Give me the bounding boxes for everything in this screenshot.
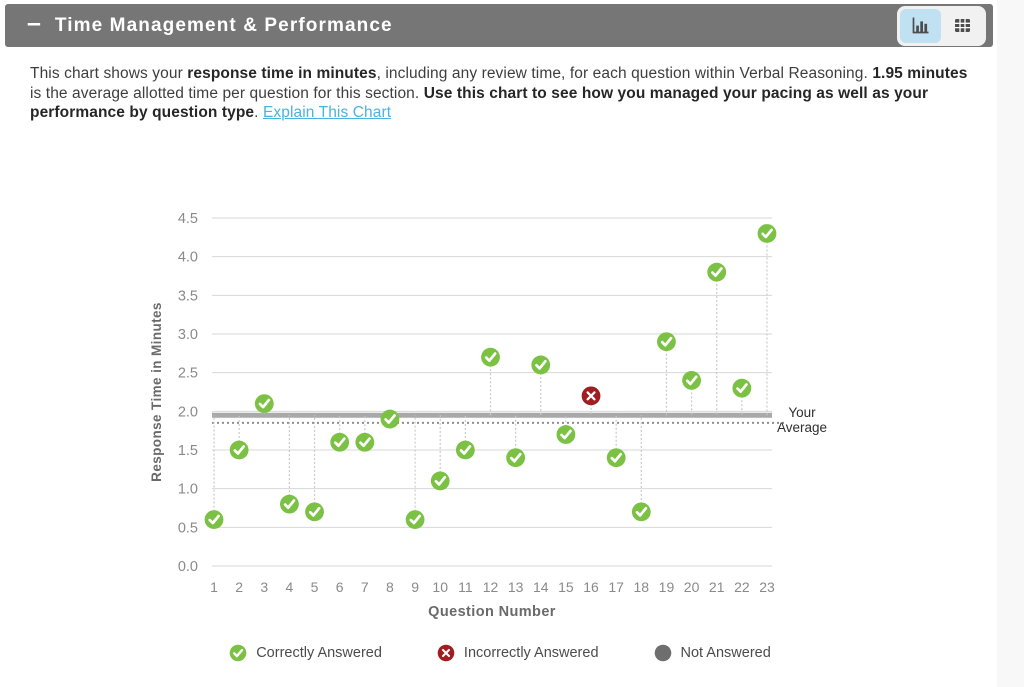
chart-description: This chart shows your response time in m… (30, 64, 980, 123)
x-tick-label: 16 (583, 579, 599, 595)
x-tick-label: 17 (608, 579, 624, 595)
your-average-label: Your Average (777, 405, 827, 435)
x-tick-label: 11 (458, 579, 473, 595)
y-tick-label: 1.0 (178, 482, 198, 498)
x-tick-label: 12 (483, 579, 499, 595)
description-text: is the average allotted time per questio… (30, 84, 424, 102)
gridlines (212, 217, 772, 567)
x-tick-label: 15 (558, 579, 574, 595)
data-point-q12[interactable] (481, 347, 500, 367)
description-text: This chart shows your (30, 65, 188, 82)
data-point-q17[interactable] (606, 448, 626, 468)
explain-this-chart-link[interactable]: Explain This Chart (262, 104, 392, 121)
y-tick-label: 0.5 (178, 520, 198, 536)
y-tick-label: 4.0 (178, 250, 198, 266)
chart-view-button[interactable] (900, 8, 941, 43)
description-bold-text: response time in minutes (187, 65, 377, 82)
x-tick-label: 23 (759, 579, 775, 595)
x-tick-label: 22 (734, 579, 750, 595)
data-point-q1[interactable] (204, 510, 224, 529)
y-tick-label: 0.0 (178, 559, 198, 575)
data-point-q21[interactable] (707, 262, 727, 282)
response-time-chart: 0.00.51.01.52.02.53.03.54.04.51 2 3 4 5 6 7 8 9 1… (149, 211, 827, 620)
x-tick-label: 6 (336, 579, 344, 595)
page-background-strip (997, 0, 1024, 687)
x-tick-label: 14 (533, 579, 549, 595)
data-point-q11[interactable] (455, 440, 475, 460)
legend-item-not_answered: Not Answered (654, 644, 771, 662)
description-text: , including any review time, for each qu… (376, 65, 873, 82)
y-axis-title: Response Time in Minutes (149, 302, 164, 482)
bar-chart-icon (912, 17, 929, 34)
legend-item-correct: Correctly Answered (229, 644, 382, 662)
data-point-q3[interactable] (254, 394, 274, 413)
red-x-icon (437, 644, 455, 662)
y-tick-label: 3.0 (178, 327, 198, 343)
x-tick-label: 5 (311, 579, 319, 595)
section-header: – Time Management & Performance (5, 4, 993, 47)
data-point-q7[interactable] (355, 432, 375, 452)
y-tick-label: 1.5 (178, 443, 198, 459)
legend-label: Correctly Answered (256, 645, 382, 661)
table-icon (955, 19, 970, 32)
data-point-q15[interactable] (556, 425, 576, 444)
x-tick-label: 2 (235, 579, 243, 595)
data-point-q22[interactable] (732, 378, 752, 398)
y-tick-label: 3.5 (178, 288, 198, 304)
data-point-q16[interactable] (581, 386, 601, 406)
data-point-q6[interactable] (330, 432, 350, 452)
data-point-q8[interactable] (380, 409, 400, 429)
x-tick-label: 21 (709, 579, 725, 595)
chart-legend: Correctly Answered Incorrectly Answered No… (0, 644, 1000, 662)
legend-label: Not Answered (680, 645, 771, 661)
x-tick-label: 13 (508, 579, 524, 595)
view-toggle-group (897, 5, 986, 46)
data-point-q2[interactable] (229, 440, 249, 460)
x-tick-label: 4 (286, 579, 294, 595)
y-tick-label: 2.0 (178, 404, 198, 420)
data-point-q23[interactable] (757, 224, 777, 243)
x-tick-label: 8 (386, 579, 394, 595)
y-tick-label: 2.5 (178, 366, 198, 382)
gray-dot-icon (654, 644, 671, 662)
data-point-q14[interactable] (531, 355, 551, 375)
data-point-q5[interactable] (305, 502, 324, 522)
description-text: . (254, 104, 263, 121)
data-point-q10[interactable] (430, 471, 450, 491)
x-tick-label: 7 (361, 579, 369, 595)
x-tick-label: 1 (210, 579, 218, 595)
legend-label: Incorrectly Answered (463, 645, 599, 661)
data-point-q18[interactable] (631, 502, 651, 522)
x-tick-label: 10 (432, 579, 448, 595)
legend-item-incorrect: Incorrectly Answered (437, 644, 599, 662)
x-tick-label: 19 (659, 579, 675, 595)
x-tick-label: 20 (684, 579, 700, 595)
x-axis-title: Question Number (428, 604, 556, 620)
data-point-q20[interactable] (682, 371, 701, 390)
data-point-q4[interactable] (280, 494, 299, 514)
collapse-section-button[interactable]: – (27, 8, 41, 37)
description-bold-text: 1.95 minutes (872, 65, 968, 82)
description-bold-text: Use this chart to see how you managed yo… (30, 84, 929, 122)
x-tick-label: 18 (634, 579, 650, 595)
y-tick-label: 4.5 (178, 211, 198, 227)
section-title: Time Management & Performance (54, 14, 393, 36)
data-point-q13[interactable] (506, 448, 526, 468)
green-check-icon (229, 644, 247, 662)
data-point-q9[interactable] (405, 510, 425, 529)
table-view-button[interactable] (942, 9, 983, 43)
x-tick-label: 9 (411, 579, 419, 595)
x-tick-label: 3 (260, 579, 268, 595)
data-point-q19[interactable] (657, 332, 676, 352)
